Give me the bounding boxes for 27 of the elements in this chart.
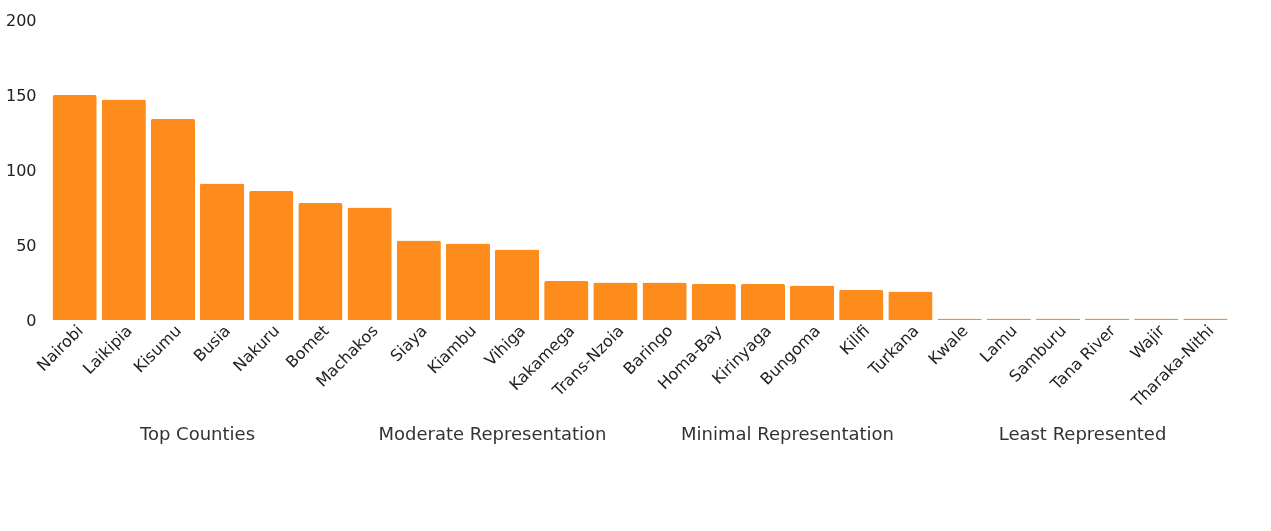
text: Top Counties <box>138 423 256 444</box>
bar <box>347 207 392 320</box>
bar <box>642 282 687 320</box>
y-tick-label: 200 <box>5 10 37 30</box>
y-tick-label: 0 <box>26 310 37 330</box>
bar <box>789 285 835 320</box>
y-tick-label: 150 <box>5 85 37 105</box>
bar <box>740 284 786 320</box>
bar <box>199 183 245 320</box>
text: Moderate Representation <box>378 423 607 444</box>
bar <box>150 119 196 320</box>
bar <box>888 291 933 320</box>
bar <box>52 95 97 320</box>
bar <box>445 243 491 320</box>
bar <box>101 99 146 320</box>
text: Least Represented <box>998 423 1167 444</box>
y-tick-label: 50 <box>16 235 37 255</box>
text: Minimal Representation <box>681 423 894 444</box>
bar <box>839 290 884 320</box>
bar <box>544 281 589 320</box>
bar <box>593 282 638 320</box>
bar <box>249 191 294 320</box>
bar <box>396 240 441 320</box>
bar <box>691 284 736 320</box>
y-tick-label: 100 <box>5 160 37 180</box>
bar <box>298 203 343 320</box>
bar <box>494 249 540 320</box>
